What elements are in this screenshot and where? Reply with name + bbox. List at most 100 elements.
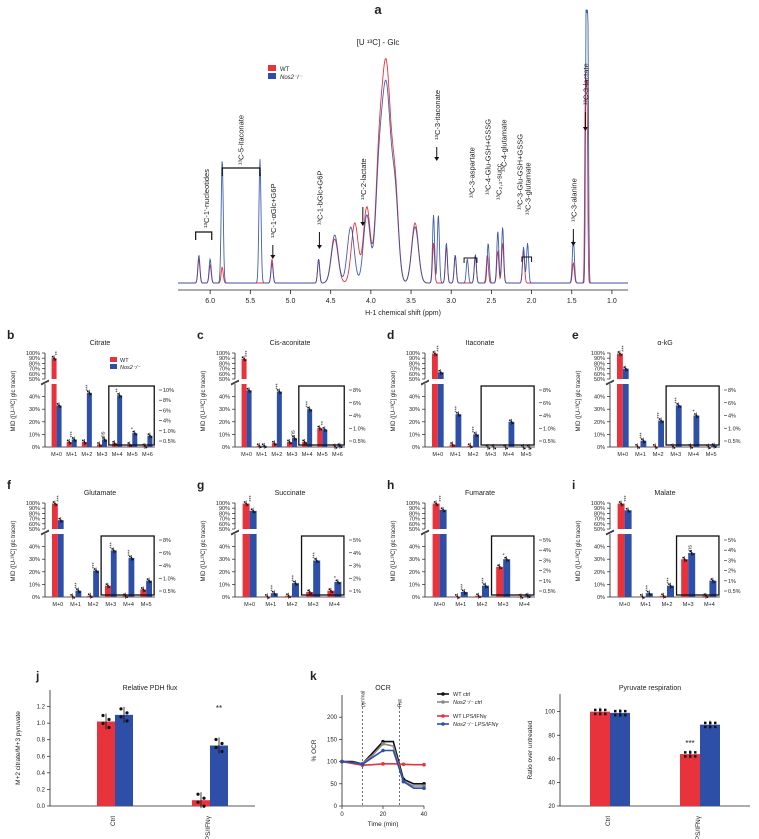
data-point [105, 583, 108, 586]
data-point [317, 561, 320, 563]
x-tick-label: Ctrl [110, 815, 117, 826]
data-point [676, 403, 679, 405]
bar-wt [317, 428, 323, 447]
peak-annotation: ¹³C-3-aspartate [467, 147, 476, 198]
data-point [624, 367, 627, 370]
data-point [96, 571, 99, 573]
injection-label: Rot [397, 699, 403, 707]
peak-annotation: ¹³C-3-alanine [569, 178, 578, 222]
data-point [617, 351, 620, 353]
data-point [95, 569, 97, 572]
inset-box [480, 385, 535, 446]
data-point [673, 446, 676, 449]
right-axis-tick-label: 6% [353, 401, 361, 407]
x-tick-label: M+2 [271, 452, 282, 458]
y-tick-label: 80% [219, 511, 230, 517]
data-point [704, 725, 707, 729]
data-point [506, 447, 508, 450]
y-tick-label: 80% [409, 511, 420, 517]
panel-f: f Glutamate MID ([U-¹³C] glc tracer) 100%90… [7, 478, 176, 608]
right-axis-tick-label: 4% [543, 414, 551, 420]
panel-label-d: d [387, 328, 394, 342]
bar-wt [105, 585, 111, 597]
y-tick-label: 10% [29, 582, 40, 588]
data-point [90, 596, 93, 599]
right-axis-tick-label: 1% [353, 589, 361, 595]
data-point [662, 594, 665, 597]
data-point [79, 591, 81, 594]
axis-break [40, 529, 50, 535]
bar-wt [680, 754, 700, 806]
data-point [129, 555, 131, 558]
chart-title-e: α-kG [657, 340, 672, 347]
bar-nos2 [693, 415, 700, 447]
data-point [623, 366, 626, 368]
data-point [278, 390, 281, 393]
bar-nos2 [667, 585, 674, 597]
bar-wt-lower [432, 384, 438, 447]
y-tick-label: 80% [594, 511, 605, 517]
data-point [689, 755, 692, 758]
data-point [264, 593, 267, 596]
right-axis-tick-label: 1% [728, 579, 736, 585]
x-tick-label: M+1 [70, 602, 81, 608]
data-point [709, 721, 712, 725]
y-tick-label: 100% [216, 501, 230, 507]
bar-wt-lower [52, 534, 58, 597]
x-tick-label: M+1 [450, 452, 461, 458]
injection-label: pyr/mal [361, 691, 367, 707]
data-point [714, 725, 717, 729]
data-point [340, 446, 343, 449]
data-point [294, 582, 297, 585]
data-point [318, 427, 321, 429]
x-tick-label: 20 [380, 812, 387, 818]
data-point [140, 587, 143, 589]
data-point [142, 588, 145, 591]
y-tick-label: 20% [594, 570, 605, 576]
x-tick-label: Ctrl [605, 815, 612, 826]
annotation-bracket [195, 231, 213, 240]
right-axis-tick-label: 3% [728, 558, 736, 564]
significance-label: *** [675, 396, 681, 403]
y-tick-label: 0% [222, 595, 230, 601]
ocr-series-point [422, 762, 426, 767]
significance-label: *** [460, 583, 466, 590]
data-point [708, 447, 711, 450]
right-axis-tick-label: 8% [353, 388, 361, 394]
y-tick-label: 40% [219, 545, 230, 551]
y-tick-label: 70% [594, 367, 605, 373]
data-point [308, 591, 311, 593]
bar-nos2 [57, 520, 64, 529]
data-point [245, 502, 248, 505]
data-point [143, 590, 146, 592]
data-point [704, 721, 707, 725]
annotation-arrowhead [316, 245, 322, 249]
data-point [303, 441, 306, 443]
y-tick-label: 90% [594, 356, 605, 362]
bar-wt [432, 353, 438, 379]
inset-box [100, 535, 155, 596]
data-point [279, 392, 282, 394]
y-tick-label: 50% [409, 527, 420, 533]
y-tick-label: 60% [409, 372, 420, 378]
legend-label: WT ctrl [453, 692, 470, 698]
data-point [453, 445, 455, 447]
bar-wt [52, 503, 58, 529]
data-point [671, 586, 673, 589]
data-point [77, 589, 80, 592]
bar-nos2-lower [622, 384, 629, 447]
data-point [146, 578, 149, 581]
data-point [682, 556, 685, 559]
data-point [684, 751, 687, 754]
panel-label-a: a [374, 2, 382, 17]
y-tick-label: 60% [29, 372, 40, 378]
right-axis-tick-label: 6% [728, 401, 736, 407]
data-point [150, 436, 153, 439]
data-point [457, 413, 460, 416]
data-point [433, 501, 436, 503]
bar-wt [241, 358, 247, 379]
right-axis-tick-label: 4% [728, 414, 736, 420]
data-point [286, 593, 288, 596]
inset-box [675, 535, 720, 596]
data-point [658, 418, 661, 420]
